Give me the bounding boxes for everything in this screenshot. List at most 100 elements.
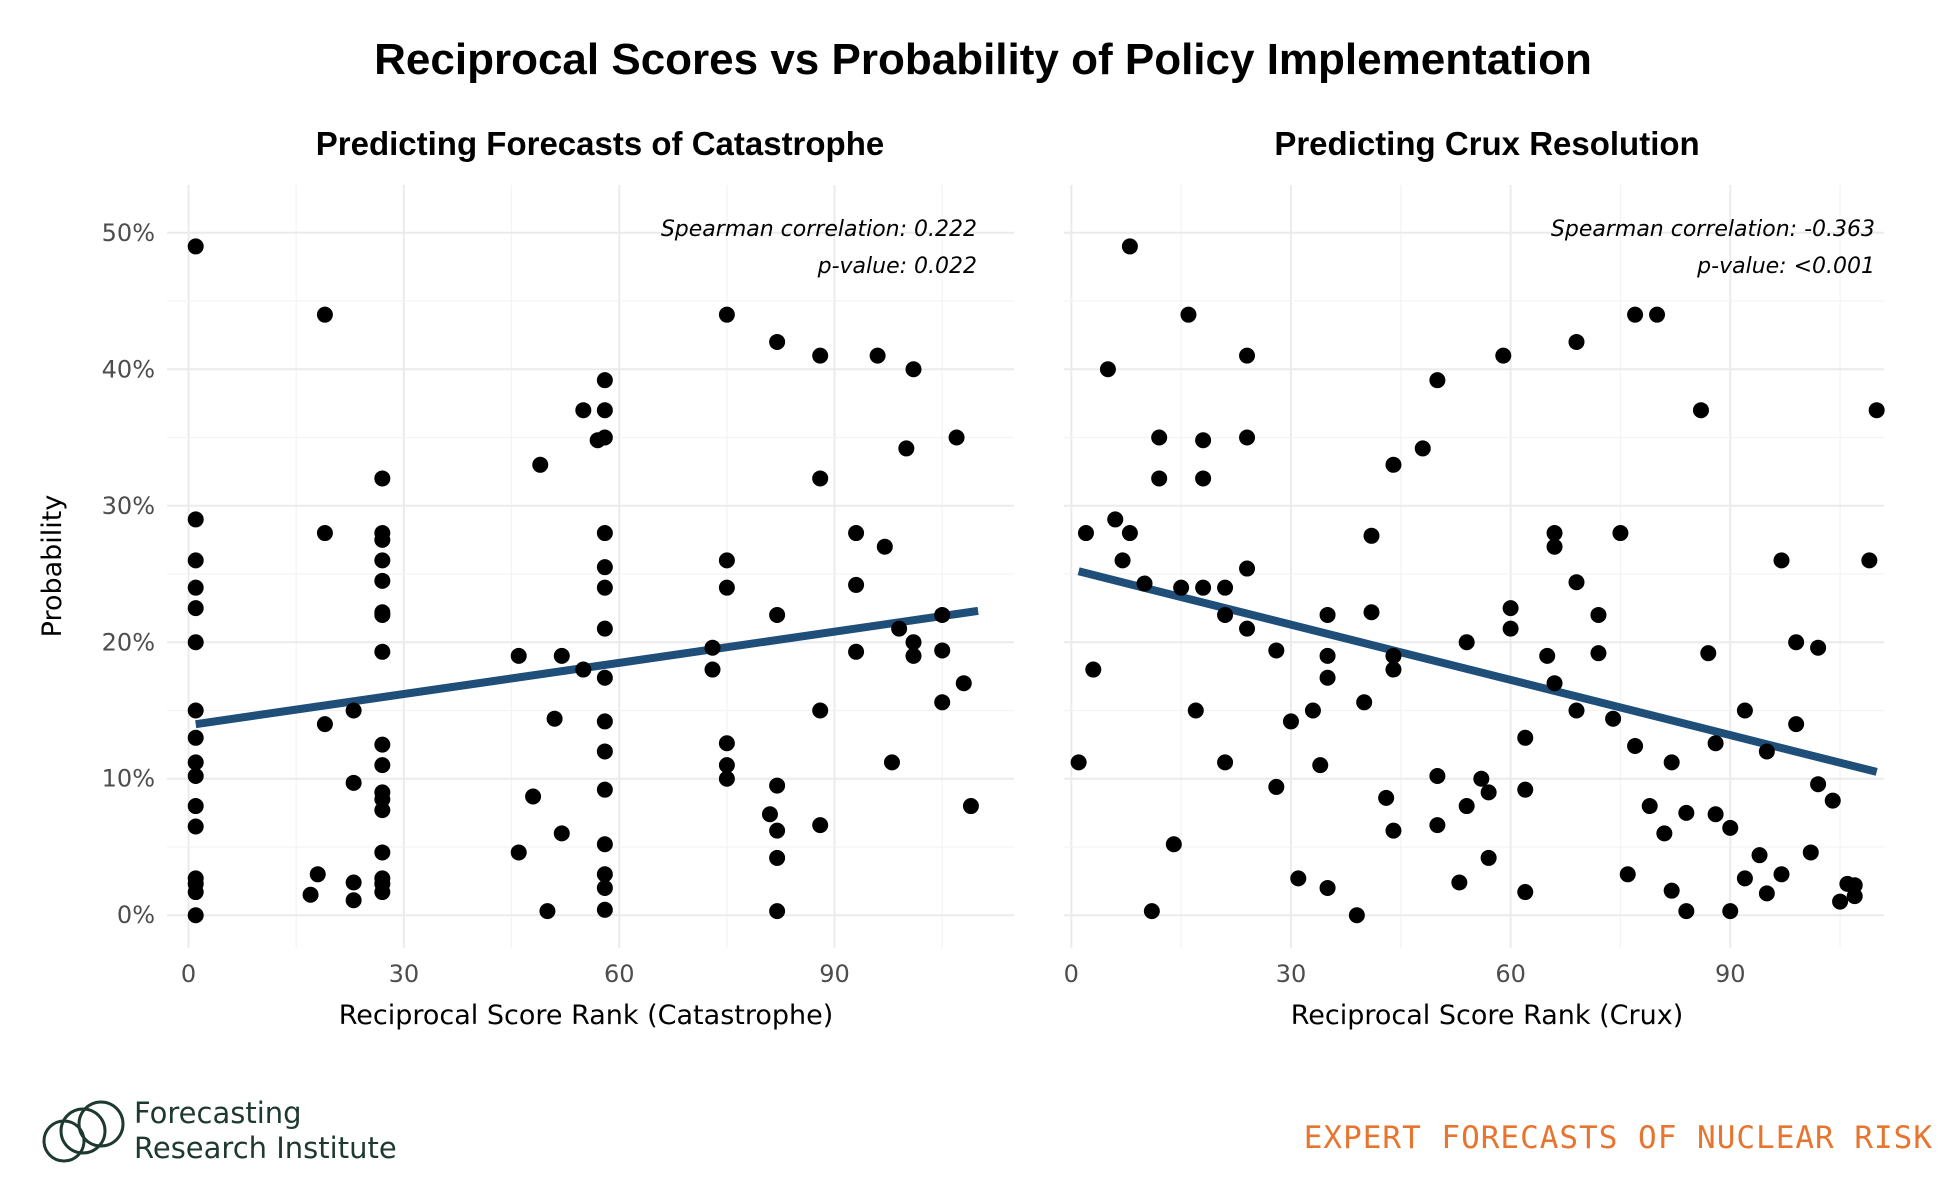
data-point — [1590, 645, 1607, 662]
data-point — [1788, 634, 1805, 651]
data-point — [596, 879, 613, 896]
data-point — [1282, 713, 1299, 730]
data-point — [374, 757, 391, 774]
data-point — [1312, 757, 1329, 774]
data-point — [848, 576, 865, 593]
data-point — [596, 781, 613, 798]
y-tick-label: 50% — [102, 219, 155, 247]
data-point — [1649, 306, 1666, 323]
data-point — [955, 675, 972, 692]
data-point — [1480, 784, 1497, 801]
data-point — [187, 600, 204, 617]
data-point — [596, 579, 613, 596]
data-point — [1810, 776, 1827, 793]
data-point — [1832, 893, 1849, 910]
data-point — [1385, 822, 1402, 839]
panel-catastrophe: Predicting Forecasts of Catastrophe Spea… — [37, 125, 1014, 1031]
panel-crux-trend-line — [1077, 567, 1878, 776]
data-point — [761, 806, 778, 823]
data-point — [1363, 604, 1380, 621]
data-point — [1736, 702, 1753, 719]
data-point — [934, 694, 951, 711]
data-point — [1612, 525, 1629, 542]
data-point — [1363, 527, 1380, 544]
panel-catastrophe-x-axis-title: Reciprocal Score Rank (Catastrophe) — [339, 1000, 834, 1031]
brand-name-line1: Forecasting — [134, 1096, 302, 1130]
data-point — [1239, 429, 1256, 446]
data-point — [1217, 606, 1234, 623]
data-point — [1788, 716, 1805, 733]
data-point — [187, 798, 204, 815]
data-point — [1480, 849, 1497, 866]
data-point — [374, 470, 391, 487]
data-point — [596, 669, 613, 686]
data-point — [187, 702, 204, 719]
data-point — [302, 886, 319, 903]
data-point — [1239, 620, 1256, 637]
data-point — [316, 306, 333, 323]
data-point — [374, 531, 391, 548]
data-point — [345, 774, 362, 791]
data-point — [374, 884, 391, 901]
data-point — [718, 770, 735, 787]
data-point — [934, 606, 951, 623]
data-point — [374, 736, 391, 753]
data-point — [812, 817, 829, 834]
data-point — [1458, 634, 1475, 651]
data-point — [1773, 552, 1790, 569]
data-point — [1429, 372, 1446, 389]
data-point — [1627, 306, 1644, 323]
data-point — [316, 525, 333, 542]
data-point — [1319, 879, 1336, 896]
x-tick-label: 60 — [604, 960, 635, 988]
data-point — [1722, 903, 1739, 920]
data-point — [345, 702, 362, 719]
data-point — [596, 866, 613, 883]
data-point — [596, 901, 613, 918]
data-point — [1136, 575, 1153, 592]
data-point — [718, 579, 735, 596]
data-point — [1568, 574, 1585, 591]
data-point — [1319, 606, 1336, 623]
data-point — [869, 347, 886, 364]
data-point — [1678, 804, 1695, 821]
data-point — [187, 754, 204, 771]
panel-crux-title: Predicting Crux Resolution — [1274, 125, 1699, 162]
brand-name-line2: Research Institute — [134, 1131, 397, 1165]
data-point — [812, 702, 829, 719]
data-point — [575, 661, 592, 678]
data-point — [1239, 560, 1256, 577]
data-point — [704, 639, 721, 656]
data-point — [532, 456, 549, 473]
data-point — [309, 866, 326, 883]
data-point — [812, 470, 829, 487]
data-point — [1319, 669, 1336, 686]
data-point — [1121, 525, 1138, 542]
footer-tagline: EXPERT FORECASTS OF NUCLEAR RISK — [1304, 1120, 1933, 1156]
data-point — [1773, 866, 1790, 883]
data-point — [1151, 429, 1168, 446]
data-point — [316, 716, 333, 733]
panel-catastrophe-spearman: Spearman correlation: 0.222 — [661, 217, 977, 242]
data-point — [1546, 538, 1563, 555]
x-tick-label: 90 — [1715, 960, 1746, 988]
data-point — [812, 347, 829, 364]
data-point — [1195, 579, 1212, 596]
data-point — [1502, 620, 1519, 637]
data-point — [1458, 798, 1475, 815]
data-point — [596, 429, 613, 446]
data-point — [1195, 470, 1212, 487]
data-point — [1641, 798, 1658, 815]
panel-catastrophe-pvalue: p-value: 0.022 — [817, 254, 977, 279]
data-point — [1077, 525, 1094, 542]
panel-catastrophe-grid — [167, 185, 1014, 948]
data-point — [1656, 825, 1673, 842]
data-point — [876, 538, 893, 555]
data-point — [1414, 440, 1431, 457]
panel-crux-spearman: Spearman correlation: -0.363 — [1551, 217, 1875, 242]
data-point — [187, 768, 204, 785]
data-point — [510, 844, 527, 861]
panel-crux-points — [1070, 238, 1885, 924]
panel-crux: Predicting Crux Resolution Spearman corr… — [1064, 125, 1885, 1031]
